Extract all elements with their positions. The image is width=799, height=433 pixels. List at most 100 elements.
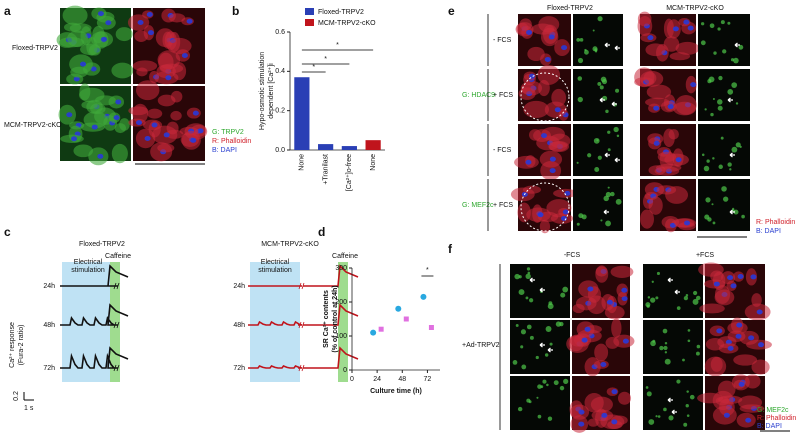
arrow [674,289,680,295]
cell [727,162,732,167]
cell [605,191,611,198]
cell [640,209,654,229]
nucleus [667,104,674,110]
nucleus [621,287,628,293]
cell [587,295,606,315]
time-label: 48h [43,322,55,329]
point [370,329,377,336]
nucleus [105,20,112,26]
cell [727,89,734,95]
legend: R: Phalloidin [212,138,251,145]
point [403,316,409,322]
cell [157,143,175,153]
cell [646,304,650,308]
nucleus [541,133,548,139]
micrograph [573,179,623,231]
cell [705,197,711,203]
cell [605,109,609,114]
cell [733,354,758,366]
cell [595,265,609,283]
legend-swatch [305,19,314,26]
arrow [599,97,605,103]
cell [664,358,671,365]
nucleus [190,137,197,143]
nucleus [525,159,532,165]
cell [517,406,523,412]
cell [673,101,696,116]
bar [341,146,357,150]
cell [751,293,762,307]
micrograph [698,69,750,121]
nucleus [562,209,569,215]
cell [717,27,721,31]
nucleus [653,140,660,146]
nucleus [561,215,568,221]
cell [562,286,569,293]
cell [136,67,148,77]
cell [711,203,714,206]
cell [600,219,603,222]
legend: G: TRPV2 [212,129,244,136]
bar [294,77,310,150]
cell [514,273,520,280]
legend: B: DAPI [212,147,237,154]
cell [67,30,89,48]
cell [579,38,584,42]
cell [682,358,685,362]
point [428,325,434,330]
nucleus [737,274,744,280]
cell [645,43,666,57]
legend-label: Floxed-TRPV2 [318,9,364,16]
time-label: 72h [43,365,55,372]
y-label: (% of control at 24h) [332,285,339,352]
cell [90,103,106,115]
y-tick-label: 200 [335,299,347,306]
cell [539,219,551,234]
cell [553,380,559,386]
cell [157,50,181,70]
cell [714,289,735,306]
cell [735,102,739,105]
cell [741,214,745,219]
cell [616,134,620,138]
arrow [667,397,673,403]
cell [738,395,763,410]
cell [701,153,705,157]
cell [577,76,583,81]
y-tick-label: 0.0 [275,147,285,154]
cell [522,185,542,194]
cell [651,280,654,283]
nucleus [653,105,660,111]
cell [515,323,519,327]
cell [590,396,613,413]
nucleus [735,333,742,339]
nucleus [549,156,556,162]
arrow [604,152,610,158]
arrow [529,277,535,283]
cell [584,48,587,52]
nucleus [716,328,723,334]
legend: R: Phalloidin [756,219,795,226]
y-tick-label: 0 [343,367,347,374]
row-label: MCM-TRPV2-cKO [4,122,62,129]
nucleus [151,122,158,128]
x-tick-label: [Ca²⁺]o-free [346,154,353,191]
condition-label: - FCS [493,37,512,44]
cell [650,297,656,303]
nucleus [611,389,618,395]
cell [656,271,660,275]
cell [549,342,553,346]
cell [710,270,724,282]
cell [712,390,734,411]
cell [527,271,531,275]
nucleus [97,11,104,17]
cell [731,82,738,88]
nucleus [713,281,720,287]
cell [648,419,655,425]
break-mark [113,321,120,329]
nucleus [537,212,544,218]
trace [248,346,359,369]
cell [663,345,668,351]
nucleus [727,345,734,351]
nucleus [611,419,618,425]
